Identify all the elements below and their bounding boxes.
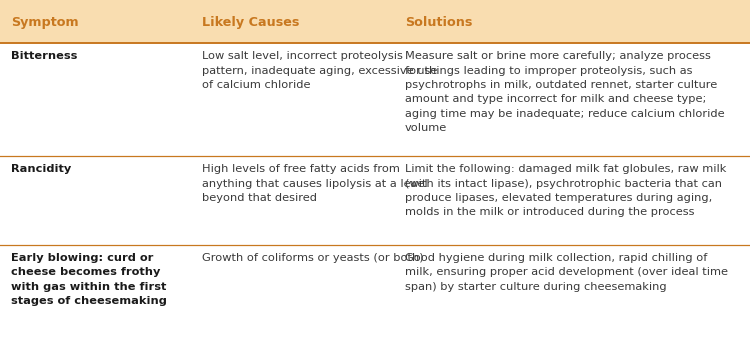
Text: Bitterness: Bitterness [11, 51, 78, 61]
Text: Rancidity: Rancidity [11, 164, 71, 174]
Text: High levels of free fatty acids from
anything that causes lipolysis at a level
b: High levels of free fatty acids from any… [202, 164, 428, 203]
Text: Growth of coliforms or yeasts (or both): Growth of coliforms or yeasts (or both) [202, 253, 424, 263]
Text: Measure salt or brine more carefully; analyze process
for things leading to impr: Measure salt or brine more carefully; an… [405, 51, 724, 133]
Text: Limit the following: damaged milk fat globules, raw milk
(with its intact lipase: Limit the following: damaged milk fat gl… [405, 164, 726, 218]
Text: Symptom: Symptom [11, 16, 79, 29]
FancyBboxPatch shape [0, 43, 750, 342]
Text: Good hygiene during milk collection, rapid chilling of
milk, ensuring proper aci: Good hygiene during milk collection, rap… [405, 253, 728, 292]
Text: Low salt level, incorrect proteolysis
pattern, inadequate aging, excessive use
o: Low salt level, incorrect proteolysis pa… [202, 51, 438, 90]
Text: Solutions: Solutions [405, 16, 472, 29]
Text: Likely Causes: Likely Causes [202, 16, 300, 29]
Text: Early blowing: curd or
cheese becomes frothy
with gas within the first
stages of: Early blowing: curd or cheese becomes fr… [11, 253, 167, 306]
FancyBboxPatch shape [0, 0, 750, 43]
